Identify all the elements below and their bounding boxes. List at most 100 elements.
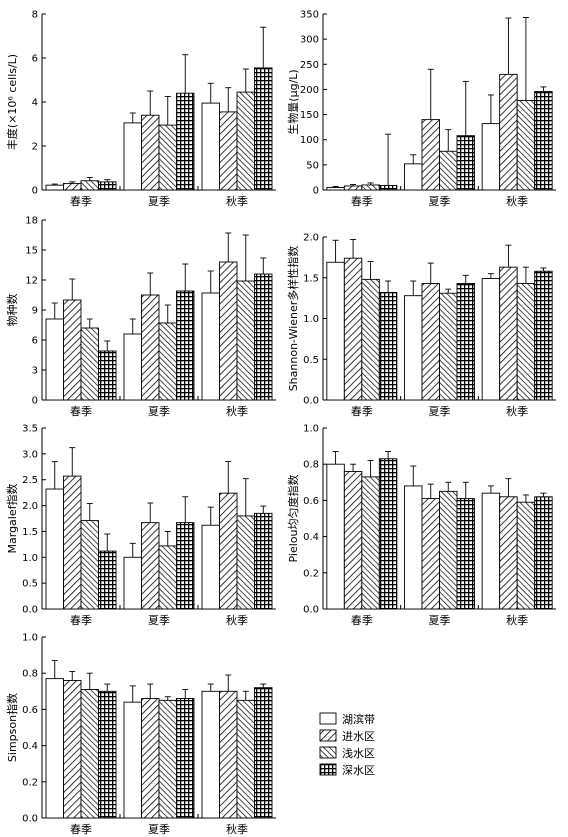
bar [378,291,398,401]
y-tick-label: 8 [32,10,38,21]
bar [98,350,117,401]
bar [98,181,117,191]
x-tick-label: 秋季 [226,613,248,627]
y-tick-label: 350 [300,10,319,21]
y-tick-label: 0 [32,396,38,407]
bar [158,699,177,819]
x-tick-label: 夏季 [429,195,451,208]
bar [343,185,363,191]
x-tick-label: 春季 [70,405,92,418]
bar [534,90,553,191]
y-tick-label: 12 [25,276,38,287]
y-axis-label: Pielou均匀度指数 [286,475,300,563]
bar [421,283,440,401]
bar [421,498,440,610]
y-tick-label: 6 [32,54,38,65]
y-tick-label: 0 [313,186,319,197]
bar [361,184,380,191]
legend-swatch [319,746,337,759]
y-tick-label: 1.5 [303,273,319,284]
y-tick-label: 6 [32,336,38,347]
bar [516,501,536,610]
bar [254,512,273,610]
y-tick-label: 0.0 [22,605,38,616]
bar [361,476,380,610]
bar [158,322,177,401]
bar [63,679,82,819]
y-tick-label: 2 [32,142,38,153]
legend-label: 湖滨带 [342,712,375,726]
x-tick-label: 秋季 [226,194,248,208]
bar [481,278,501,401]
x-tick-label: 秋季 [226,404,248,418]
bar [439,292,458,401]
y-tick-label: 9 [32,306,38,317]
bar [439,490,458,610]
y-tick-label: 0.0 [22,814,38,825]
x-tick-label: 夏季 [148,195,170,208]
bar [201,524,220,610]
x-tick-label: 夏季 [148,823,170,836]
bar [516,100,536,191]
bar [456,135,475,191]
y-tick-label: 0.8 [22,669,38,680]
bar [158,124,177,191]
bar [499,496,518,610]
y-axis-label: Simpson指数 [5,693,19,762]
bar [123,701,142,819]
x-tick-label: 秋季 [506,613,528,627]
x-tick-label: 春季 [351,614,373,627]
bar [201,292,220,401]
y-tick-label: 2.0 [22,501,38,512]
y-tick-label: 0.6 [22,705,38,716]
bar [254,67,273,191]
bar [176,698,195,819]
bar [404,295,423,401]
y-tick-label: 0.4 [303,532,319,543]
y-axis-label: 生物量(μg/L) [286,69,300,134]
bar [326,187,345,191]
bar [326,463,345,610]
y-tick-label: 1.0 [22,553,38,564]
bar [98,550,117,610]
x-tick-label: 夏季 [148,614,170,627]
legend-swatch [319,729,337,742]
bar [499,73,518,191]
y-tick-label: 2.5 [22,475,38,486]
bar [63,475,82,610]
bar [123,556,142,610]
legend-label: 深水区 [342,764,375,777]
y-axis-label: Margalef指数 [5,484,19,554]
y-tick-label: 0.5 [303,355,319,366]
y-tick-label: 0.4 [22,741,38,752]
bar [439,150,458,191]
y-tick-label: 15 [25,246,38,257]
bar [404,485,423,610]
bar [45,488,64,610]
y-tick-label: 250 [300,60,319,71]
bar [326,261,345,401]
y-tick-label: 0.8 [303,460,319,471]
bar [481,492,501,610]
bar [378,458,398,610]
bar [201,102,220,191]
bar [481,123,501,191]
x-tick-label: 夏季 [148,405,170,418]
y-tick-label: 18 [25,216,38,227]
bar [176,290,195,401]
y-tick-label: 1.0 [22,633,38,644]
x-tick-label: 秋季 [226,822,248,836]
bar [254,273,273,401]
bar [158,545,177,610]
bar [98,690,117,819]
legend-label: 进水区 [342,730,375,743]
x-tick-label: 秋季 [506,194,528,208]
y-tick-label: 1.0 [303,424,319,435]
bar [176,92,195,191]
x-tick-label: 春季 [70,823,92,836]
y-tick-label: 0.2 [303,568,319,579]
bar [201,690,220,819]
bar [80,520,99,610]
